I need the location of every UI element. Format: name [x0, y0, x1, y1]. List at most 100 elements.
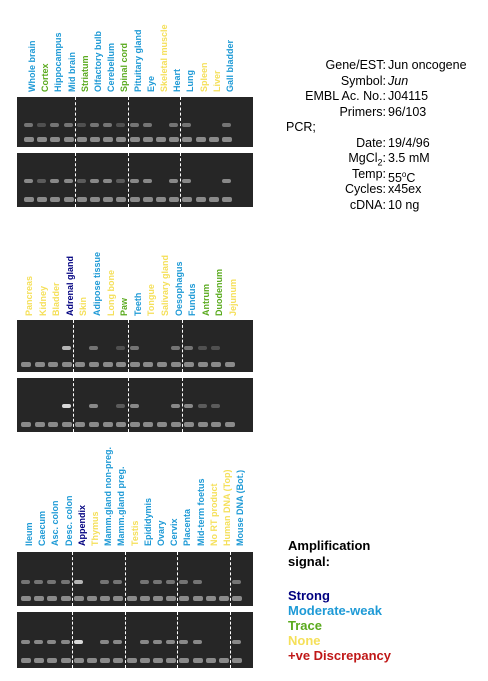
symbol-row: Symbol: Jun [286, 74, 486, 90]
primer-band [129, 362, 140, 367]
panel-2-gel-bottom [17, 378, 253, 432]
primer-band [24, 197, 34, 202]
product-band [47, 580, 57, 584]
lane-label: Lung [185, 70, 196, 92]
panel-1: Whole brain Cortex Hippocampus Mid brain Str… [0, 0, 270, 210]
lane-separator [127, 97, 129, 147]
lane-label: Gall bladder [225, 39, 235, 92]
primer-band [24, 137, 34, 142]
lane-separator [177, 612, 179, 668]
primer-band [113, 596, 124, 601]
panel-1-gel-top [17, 97, 253, 147]
lane-label: Asc. colon [50, 500, 61, 546]
primer-band [60, 658, 71, 663]
lane-label: Spleen [198, 62, 209, 92]
symbol-value: Jun [388, 73, 409, 88]
lane-label: Cerebellum [106, 42, 117, 92]
temp-label: Temp: [351, 166, 386, 181]
product-band [129, 179, 139, 183]
primer-band [21, 596, 31, 601]
product-band [222, 179, 231, 183]
primer-band [61, 422, 72, 427]
primer-band [90, 137, 100, 142]
primer-band [208, 137, 219, 142]
product-band [153, 580, 162, 584]
info-block: Gene/EST: Jun oncogene Symbol: Jun EMBL … [286, 58, 486, 213]
primer-band [89, 422, 99, 427]
product-band [170, 346, 180, 350]
primer-band [182, 137, 193, 142]
product-band [184, 404, 194, 408]
primer-band [126, 658, 137, 663]
primer-band [89, 362, 99, 367]
lane-separator [181, 320, 183, 372]
primer-band [197, 362, 208, 367]
lane-label: Appendix [76, 504, 87, 546]
primer-band [87, 658, 97, 663]
primer-band [156, 137, 166, 142]
product-band [153, 640, 162, 644]
product-band [63, 123, 73, 127]
lane-label: Skeletal muscle [159, 24, 169, 92]
primer-band [75, 362, 86, 367]
product-band [63, 179, 73, 183]
primer-band [34, 422, 45, 427]
primer-band [211, 362, 222, 367]
lane-label: Fundus [187, 283, 198, 317]
product-band [116, 179, 126, 183]
primer-band [169, 197, 180, 202]
panel-2: Pancreas Kidney Bladder Adrenal gland Skin Ad… [0, 246, 270, 446]
product-band [73, 640, 83, 644]
product-band [129, 404, 139, 408]
primer-band [21, 362, 31, 367]
primer-band [116, 197, 127, 202]
primer-band [170, 422, 181, 427]
primer-band [184, 362, 195, 367]
legend-item-moderate-weak: Moderate-weak [288, 603, 382, 618]
panel-1-gel-bottom [17, 153, 253, 207]
primer-band [34, 658, 45, 663]
product-band [37, 123, 47, 127]
product-band [21, 580, 30, 584]
lane-separator [127, 153, 129, 207]
panel-3-lane-labels: Ileum Caecum Asc. colon Desc. colon Appendix… [0, 447, 270, 547]
product-band [89, 346, 98, 350]
cdna-value: 10 ng [388, 197, 420, 212]
primer-band [232, 596, 243, 601]
primer-band [37, 137, 48, 142]
primer-band [48, 422, 59, 427]
product-band [90, 123, 99, 127]
primer-band [153, 658, 163, 663]
product-band [76, 123, 86, 127]
primer-band [143, 362, 154, 367]
lane-label: Teeth [132, 292, 143, 316]
primer-band [87, 596, 97, 601]
product-band [21, 640, 30, 644]
primer-band [103, 137, 114, 142]
lane-separator [127, 378, 129, 432]
lane-label: Cortex [40, 63, 51, 92]
lane-label: Striatum [79, 55, 90, 92]
primer-band [205, 658, 216, 663]
lane-label: Duodenum [214, 269, 225, 316]
primer-band [139, 658, 150, 663]
primer-band [50, 197, 61, 202]
primer-band [47, 596, 58, 601]
lane-separator [71, 552, 73, 606]
primer-band [47, 658, 58, 663]
product-band [116, 123, 126, 127]
gene-value: Jun oncogene [388, 58, 467, 72]
primer-band [156, 197, 166, 202]
product-band [142, 179, 152, 183]
lane-label: Liver [211, 70, 222, 92]
primer-band [179, 596, 190, 601]
primer-band [211, 422, 222, 427]
cdna-label: cDNA: [349, 197, 386, 212]
product-band [113, 580, 123, 584]
product-band [24, 179, 33, 183]
date-label: Date: [356, 135, 386, 150]
product-band [103, 123, 113, 127]
cycles-label: Cycles: [345, 182, 386, 196]
lane-label: Human DNA (Top) [222, 469, 232, 547]
primer-band [100, 658, 111, 663]
